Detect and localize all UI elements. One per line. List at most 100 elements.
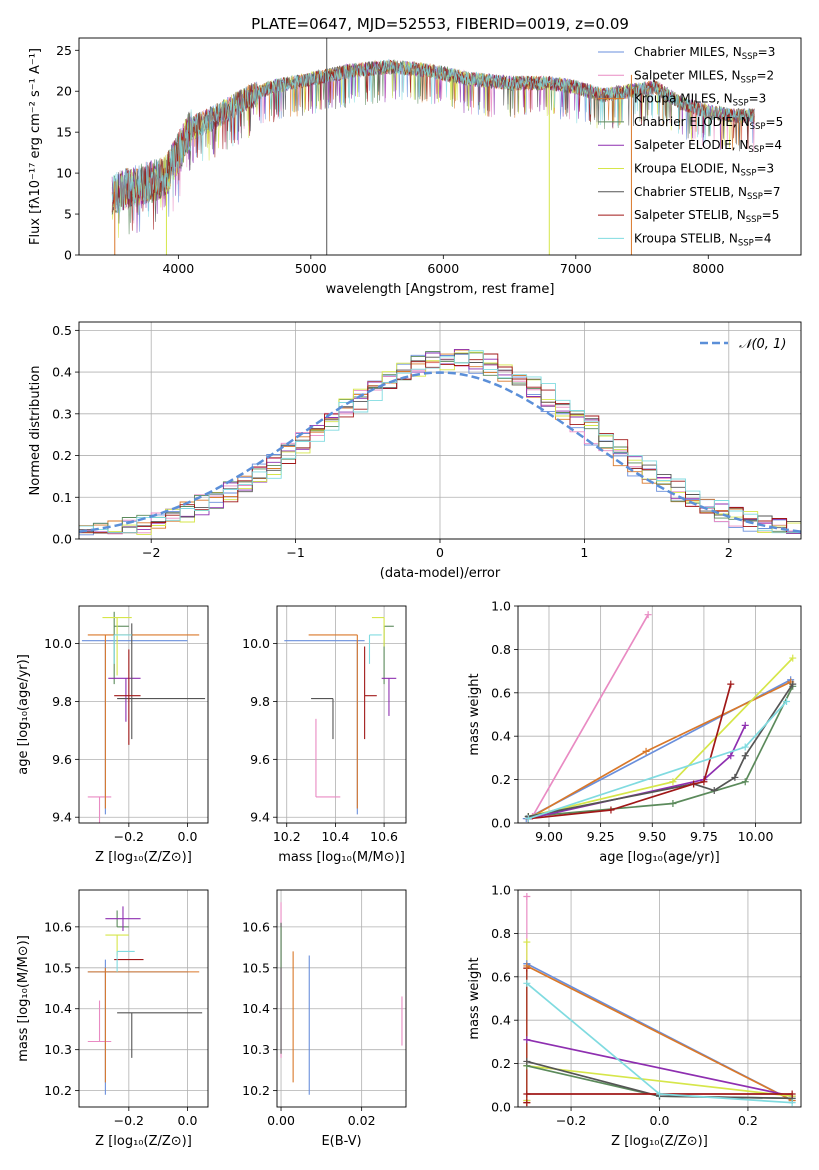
weight-line [531, 614, 649, 817]
plus-marker [523, 1057, 531, 1065]
errorbar-point [371, 617, 385, 647]
plus-marker [523, 893, 531, 901]
x-tick-label: 0 [436, 545, 444, 560]
errorbar-point [116, 950, 135, 972]
y-axis-label: mass [log₁₀(M/M⊙)] [16, 935, 31, 1062]
y-tick-label: 0.3 [52, 406, 72, 421]
axes-frame [276, 605, 407, 824]
y-tick-label: 0 [64, 248, 72, 263]
legend: Chabrier MILES, NSSP=3 Salpeter MILES, NS… [598, 45, 783, 248]
x-tick-label: 8000 [692, 261, 724, 276]
axes-frame [276, 889, 407, 1108]
errorbar-point [117, 623, 206, 740]
plot-area [81, 611, 206, 823]
y-tick-label: 0.8 [491, 642, 511, 657]
chart-mass-vs-Z: −0.2 0.0 10.2 10.3 10.4 10.5 10.6 Z [log₁₀(Z/Z⊙… [16, 889, 209, 1149]
x-tick-label: 9.00 [535, 829, 563, 844]
legend-entry: Kroupa STELIB, NSSP=4 [634, 231, 772, 248]
y-tick-label: 0.2 [52, 448, 72, 463]
y-tick-label: 10.0 [44, 636, 72, 651]
y-tick-label: 0.8 [491, 926, 511, 941]
plus-marker [783, 697, 791, 705]
y-tick-label: 0.0 [491, 816, 511, 831]
y-tick-label: 10.2 [44, 1083, 72, 1098]
plot-area [280, 902, 403, 1095]
errorbar-point [105, 906, 141, 931]
errorbar-point [117, 1012, 203, 1058]
plot-area [523, 893, 796, 1107]
weight-series [524, 680, 797, 820]
y-axis-label: Normed distribution [28, 366, 43, 496]
x-tick-label: −0.2 [114, 1113, 144, 1128]
plus-marker [642, 747, 650, 755]
chart-title: PLATE=0647, MJD=52553, FIBERID=0019, z=0… [251, 15, 629, 33]
spectrum-line [111, 58, 755, 221]
legend-entry: Kroupa ELODIE, NSSP=3 [634, 162, 774, 179]
legend-entry: Salpeter ELODIE, NSSP=4 [634, 138, 782, 155]
y-tick-label: 10.3 [242, 1042, 270, 1057]
plus-marker [523, 938, 531, 946]
weight-series [524, 678, 795, 823]
legend-entry: Salpeter STELIB, NSSP=5 [634, 208, 779, 225]
chart-spectrum: 4000 5000 6000 7000 8000 0 5 10 15 20 25 wavelength… [28, 15, 802, 297]
y-tick-label: 10.2 [242, 1083, 270, 1098]
y-axis-label: Flux [fλ10⁻¹⁷ erg cm⁻² s⁻¹ A⁻¹] [28, 48, 43, 245]
weight-line [526, 1038, 793, 1098]
plus-marker [727, 680, 735, 688]
legend: 𝒩(0, 1) [700, 337, 786, 352]
y-tick-label: 9.4 [250, 810, 270, 825]
plus-marker [731, 773, 739, 781]
plus-marker [789, 680, 797, 688]
y-tick-label: 10.3 [44, 1042, 72, 1057]
y-tick-label: 1.0 [491, 883, 511, 898]
y-tick-label: 0.0 [52, 532, 72, 547]
x-tick-label: 10.00 [738, 829, 774, 844]
histogram-series [79, 350, 801, 534]
weight-line [528, 725, 746, 820]
y-tick-label: 15 [56, 125, 72, 140]
axes-frame [517, 605, 802, 824]
errorbar-point [87, 796, 112, 823]
errorbar-point [368, 634, 382, 664]
x-axis-label: age [log₁₀(age/yr)] [599, 850, 720, 865]
y-tick-label: 10.5 [242, 960, 270, 975]
x-tick-label: 4000 [162, 261, 194, 276]
axes-frame [78, 37, 802, 256]
axes-frame [78, 889, 209, 1108]
x-axis-label: Z [log₁₀(Z/Z⊙)] [95, 850, 192, 865]
plus-marker [669, 799, 677, 807]
plus-marker [669, 778, 677, 786]
y-tick-label: 10 [56, 166, 72, 181]
y-tick-label: 0.6 [491, 969, 511, 984]
plus-marker [523, 962, 531, 970]
x-tick-label: 9.25 [587, 829, 615, 844]
weight-line [527, 681, 792, 820]
y-tick-label: 9.8 [52, 694, 72, 709]
x-tick-label: 9.75 [690, 829, 718, 844]
errorbar-point [364, 646, 377, 740]
x-tick-label: −0.2 [114, 829, 144, 844]
axes-frame [78, 605, 209, 824]
x-tick-label: −1 [286, 545, 304, 560]
y-tick-label: 9.4 [52, 810, 72, 825]
normal-curve [79, 371, 801, 533]
x-tick-label: 6000 [427, 261, 459, 276]
plus-marker [789, 654, 797, 662]
x-tick-label: 10.4 [321, 829, 349, 844]
plot-area [87, 906, 203, 1095]
y-tick-label: 0.5 [52, 323, 72, 338]
x-tick-label: 9.50 [638, 829, 666, 844]
plus-marker [788, 1099, 796, 1107]
y-axis-label: mass weight [467, 673, 482, 755]
y-tick-label: 10.4 [44, 1001, 72, 1016]
errorbar-point [87, 959, 188, 1095]
y-tick-label: 5 [64, 207, 72, 222]
weight-line [528, 700, 788, 820]
weight-series [524, 697, 791, 823]
legend-entry: Chabrier MILES, NSSP=3 [634, 45, 775, 62]
plus-marker [523, 1099, 531, 1107]
errorbar-point [381, 677, 397, 716]
plus-marker [656, 1090, 663, 1098]
plus-marker [700, 778, 708, 786]
